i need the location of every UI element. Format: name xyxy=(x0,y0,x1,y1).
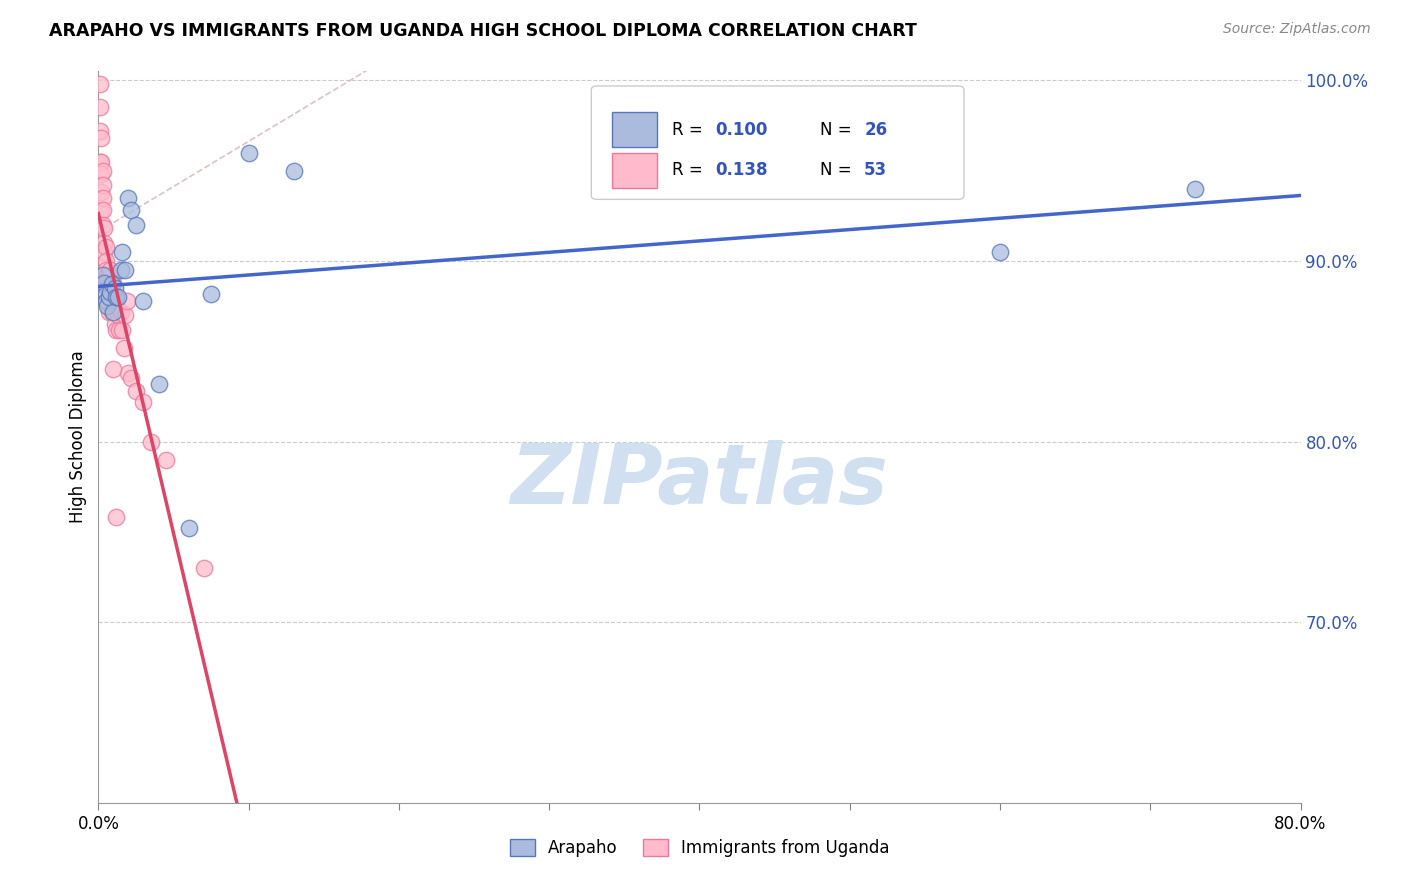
Point xyxy=(96,268,118,283)
Point xyxy=(91,218,114,232)
Point xyxy=(115,293,138,308)
Point xyxy=(90,131,112,145)
Point xyxy=(100,281,122,295)
Point xyxy=(96,299,118,313)
Y-axis label: High School Diploma: High School Diploma xyxy=(69,351,87,524)
Point xyxy=(111,244,134,259)
Point xyxy=(103,293,125,308)
Point xyxy=(100,263,122,277)
Point xyxy=(114,308,136,322)
Text: ARAPAHO VS IMMIGRANTS FROM UGANDA HIGH SCHOOL DIPLOMA CORRELATION CHART: ARAPAHO VS IMMIGRANTS FROM UGANDA HIGH S… xyxy=(49,22,917,40)
Point xyxy=(139,434,162,449)
Point xyxy=(132,293,155,308)
Point xyxy=(105,293,128,308)
Point xyxy=(93,276,115,290)
Point xyxy=(94,293,117,308)
Point xyxy=(988,244,1011,259)
Point xyxy=(121,203,143,218)
Text: N =: N = xyxy=(820,121,856,139)
Point xyxy=(89,124,111,138)
Point xyxy=(107,290,129,304)
Point xyxy=(91,178,114,193)
Point xyxy=(193,561,215,575)
Point xyxy=(89,77,111,91)
Point xyxy=(103,362,125,376)
Point xyxy=(94,254,117,268)
Point xyxy=(91,191,114,205)
Text: 53: 53 xyxy=(865,161,887,179)
Text: N =: N = xyxy=(820,161,856,179)
Point xyxy=(117,191,139,205)
Point xyxy=(121,371,143,385)
Point xyxy=(101,286,124,301)
Point xyxy=(114,263,136,277)
Point xyxy=(104,299,127,313)
Point xyxy=(90,167,112,181)
Point xyxy=(93,235,115,250)
Point xyxy=(105,290,128,304)
Point xyxy=(91,163,114,178)
Point xyxy=(96,281,118,295)
Point xyxy=(94,239,117,253)
Point xyxy=(112,341,135,355)
Point xyxy=(94,286,117,301)
Point xyxy=(100,285,122,299)
Point xyxy=(91,203,114,218)
Point xyxy=(94,276,117,290)
Point xyxy=(132,395,155,409)
Point xyxy=(177,521,200,535)
Point xyxy=(90,186,112,200)
Point xyxy=(125,218,148,232)
FancyBboxPatch shape xyxy=(612,112,658,147)
Point xyxy=(103,276,125,290)
Point xyxy=(97,286,120,301)
Point xyxy=(110,263,132,277)
Point xyxy=(155,452,177,467)
Point xyxy=(238,145,260,160)
Point xyxy=(117,366,139,380)
Point xyxy=(108,323,131,337)
Point xyxy=(97,304,120,318)
Point xyxy=(97,268,120,283)
Point xyxy=(105,323,128,337)
Point xyxy=(91,268,114,283)
Point xyxy=(148,376,170,391)
Legend: Arapaho, Immigrants from Uganda: Arapaho, Immigrants from Uganda xyxy=(503,832,896,864)
Point xyxy=(1184,182,1206,196)
Point xyxy=(104,281,127,295)
Point xyxy=(105,510,128,524)
Point xyxy=(111,323,134,337)
Text: 0.100: 0.100 xyxy=(716,121,768,139)
Point xyxy=(200,286,222,301)
FancyBboxPatch shape xyxy=(612,153,658,187)
Point xyxy=(94,263,117,277)
Point xyxy=(90,154,112,169)
Point xyxy=(93,244,115,259)
Point xyxy=(89,154,111,169)
Point xyxy=(101,304,124,318)
Text: 0.138: 0.138 xyxy=(716,161,768,179)
Point xyxy=(103,304,125,318)
Text: 26: 26 xyxy=(865,121,887,139)
Point xyxy=(107,308,129,322)
Text: Source: ZipAtlas.com: Source: ZipAtlas.com xyxy=(1223,22,1371,37)
Point xyxy=(90,203,112,218)
Point xyxy=(101,277,124,292)
Point xyxy=(96,293,118,308)
Point xyxy=(89,100,111,114)
Point xyxy=(125,384,148,398)
Text: ZIPatlas: ZIPatlas xyxy=(510,441,889,522)
Point xyxy=(283,163,305,178)
Point xyxy=(93,221,115,235)
FancyBboxPatch shape xyxy=(592,86,965,200)
Text: R =: R = xyxy=(672,121,707,139)
Text: R =: R = xyxy=(672,161,707,179)
Point xyxy=(97,290,120,304)
Point xyxy=(110,304,132,318)
Point xyxy=(104,317,127,331)
